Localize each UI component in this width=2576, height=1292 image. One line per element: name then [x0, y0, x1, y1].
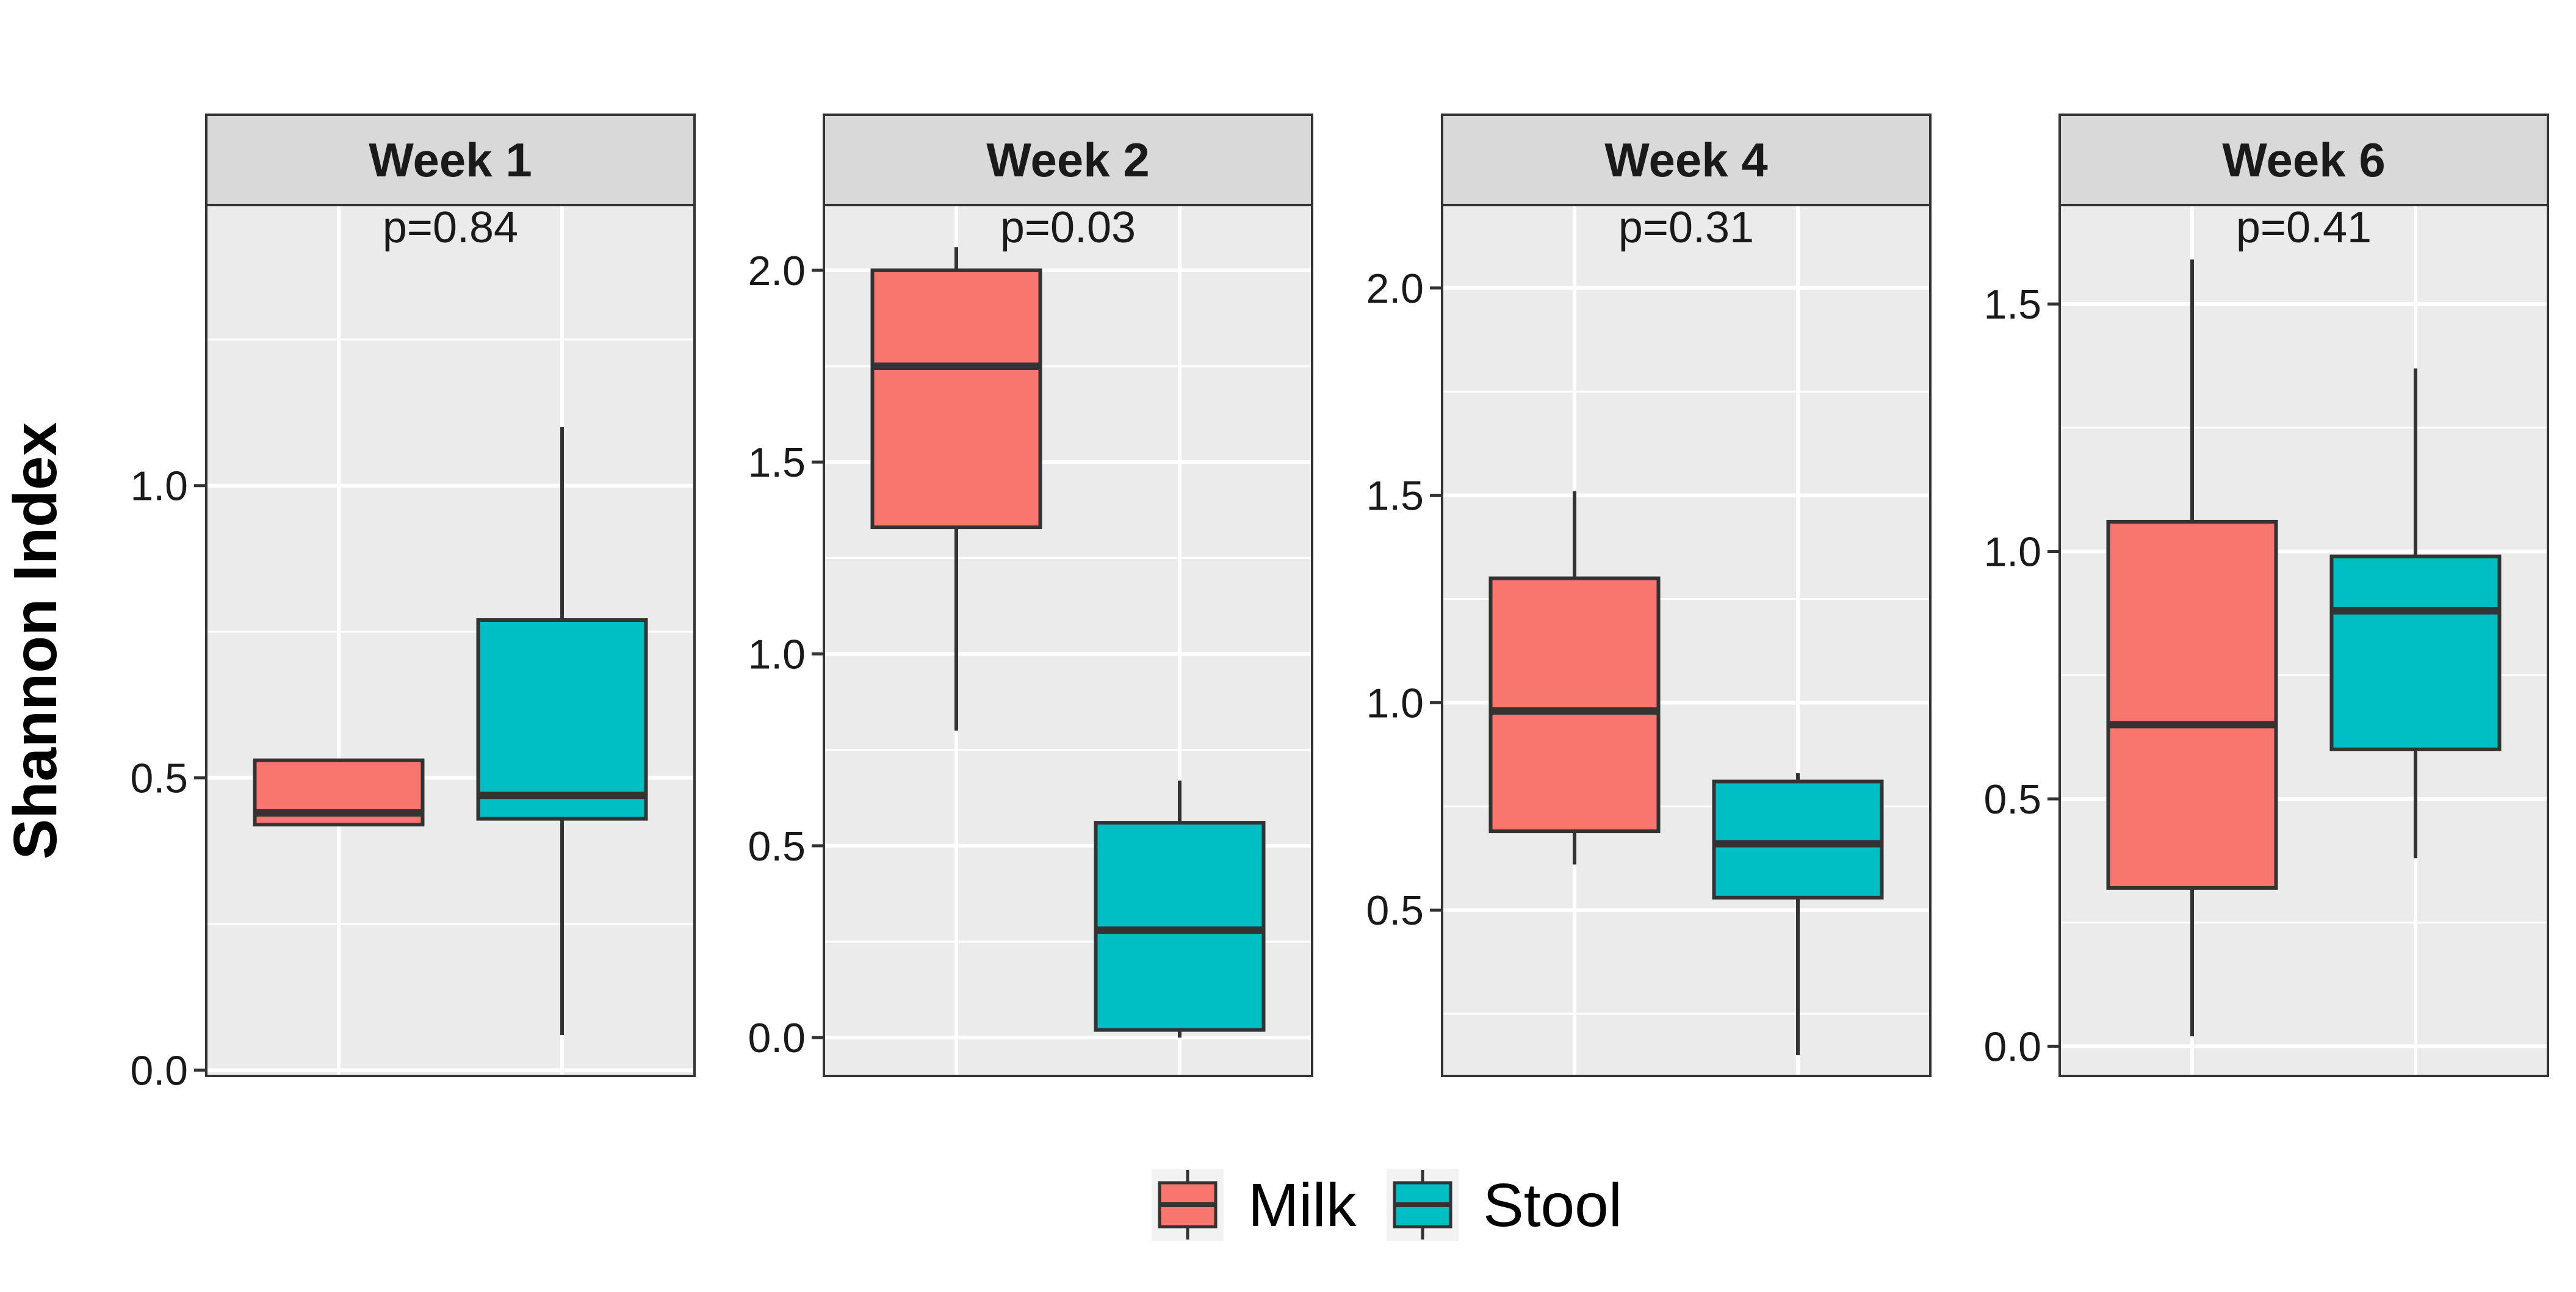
facet-panel: Week 1 p=0.84 0.0 0.5 1.0: [130, 114, 696, 1094]
box-iqr: [2329, 554, 2502, 751]
box-milk: [253, 758, 425, 827]
box-stool: [476, 427, 648, 1035]
y-tick-label: 2.0: [748, 248, 806, 294]
facet-strip: [823, 114, 1313, 206]
box-iqr: [2106, 519, 2278, 890]
y-tick-label: 1.5: [1983, 281, 2041, 328]
y-tick-label: 1.5: [1366, 473, 1424, 519]
box-iqr: [476, 618, 648, 821]
y-tick-label: 0.0: [130, 1047, 188, 1094]
y-tick-label: 0.5: [1366, 887, 1424, 934]
p-value-label: p=0.03: [1000, 203, 1136, 252]
box-iqr: [870, 268, 1042, 530]
legend-label: Milk: [1248, 1171, 1357, 1240]
legend-label: Stool: [1483, 1171, 1622, 1240]
y-tick-label: 0.5: [1983, 776, 2041, 823]
y-tick-label: 0.0: [748, 1015, 806, 1061]
legend: Milk Stool: [1152, 1169, 1622, 1241]
p-value-label: p=0.31: [1618, 203, 1754, 252]
y-tick-label: 1.0: [1366, 680, 1424, 726]
facet-strip: [1441, 114, 1932, 206]
box-stool: [2329, 368, 2502, 859]
box-stool: [1712, 773, 1884, 1056]
facet-strip: [2058, 114, 2549, 206]
box-milk: [2106, 259, 2278, 1037]
y-tick-label: 0.5: [748, 823, 806, 870]
box-iqr: [1712, 779, 1884, 900]
facet-title: Week 4: [1604, 133, 1767, 187]
y-tick-label: 1.0: [748, 632, 806, 678]
y-tick-label: 0.5: [130, 756, 188, 802]
legend-item-milk: Milk: [1152, 1169, 1357, 1241]
box-iqr: [1094, 821, 1266, 1032]
y-tick-label: 0.0: [1983, 1023, 2041, 1070]
y-tick-label: 1.5: [748, 439, 806, 486]
box-milk: [870, 247, 1042, 731]
facet-strip: [205, 114, 696, 206]
facet-panel: Week 6 p=0.41 0.0 0.5 1.0 1.5: [1983, 114, 2549, 1077]
box-stool: [1094, 780, 1266, 1038]
facet-panel: Week 2 p=0.03 0.0 0.5 1.0 1.5 2.0: [748, 114, 1313, 1077]
y-axis-label: Shannon Index: [1, 422, 70, 860]
y-tick-label: 2.0: [1366, 265, 1424, 312]
facet-title: Week 1: [369, 133, 532, 187]
y-tick-label: 1.0: [130, 463, 188, 510]
p-value-label: p=0.41: [2236, 203, 2372, 252]
facet-panels: Week 1 p=0.84 0.0 0.5 1.0 Week 2 p=0.03 0.0 0.5 1…: [130, 114, 2549, 1094]
box-milk: [1488, 491, 1661, 865]
y-tick-label: 1.0: [1983, 529, 2041, 576]
p-value-label: p=0.84: [383, 203, 518, 252]
facet-title: Week 6: [2222, 133, 2385, 187]
legend-item-stool: Stool: [1387, 1169, 1622, 1241]
facet-panel: Week 4 p=0.31 0.5 1.0 1.5 2.0: [1366, 114, 1932, 1077]
facet-title: Week 2: [986, 133, 1149, 187]
box-iqr: [1488, 576, 1661, 834]
